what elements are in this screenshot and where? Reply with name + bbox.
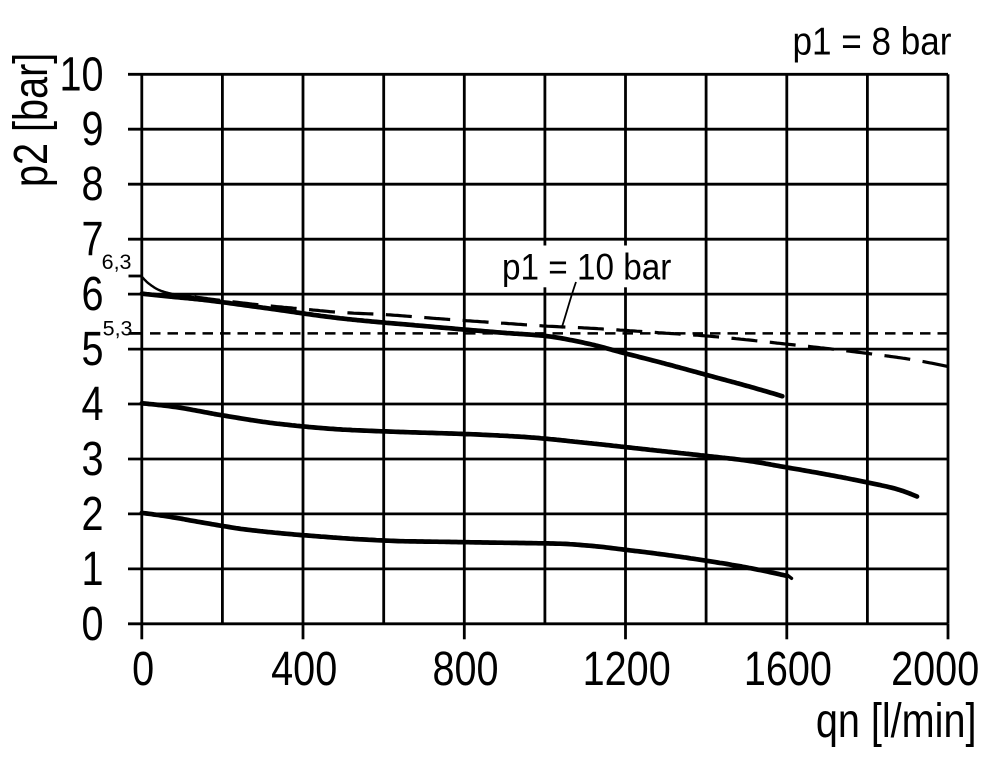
svg-text:qn [l/min]: qn [l/min] [816,694,977,747]
svg-text:p1 = 10 bar: p1 = 10 bar [502,247,672,288]
svg-text:10: 10 [59,48,103,101]
svg-text:1: 1 [81,542,103,595]
svg-text:1200: 1200 [583,642,671,695]
svg-text:7: 7 [81,213,103,266]
svg-text:9: 9 [81,103,103,156]
svg-text:4: 4 [81,377,103,430]
svg-text:800: 800 [432,642,498,695]
svg-text:p2 [bar]: p2 [bar] [4,53,57,187]
svg-text:0: 0 [81,597,103,650]
svg-text:400: 400 [271,642,337,695]
svg-text:6,3: 6,3 [102,250,132,274]
svg-text:6: 6 [81,268,103,321]
svg-text:1600: 1600 [744,642,832,695]
svg-text:8: 8 [81,158,103,211]
svg-text:5,3: 5,3 [103,316,133,340]
svg-text:p1 = 8 bar: p1 = 8 bar [792,19,951,63]
svg-text:3: 3 [81,432,103,485]
svg-text:2000: 2000 [891,642,979,695]
svg-text:0: 0 [132,642,154,695]
svg-text:5: 5 [81,323,103,376]
svg-text:2: 2 [81,487,103,540]
